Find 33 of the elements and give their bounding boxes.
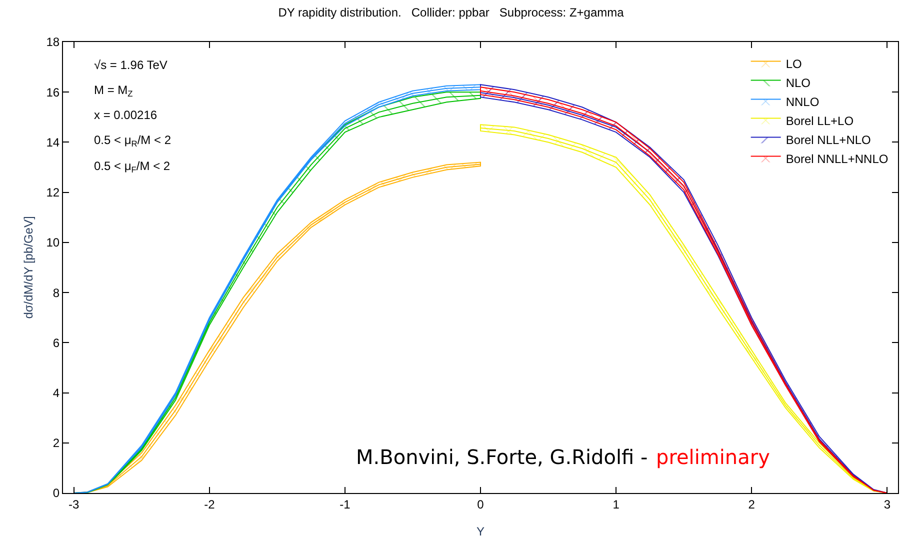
x-tick-label: 1 [612,497,620,512]
annotation: 0.5 < μ$_{F}$/M < 2 [94,159,170,175]
annotation: M.Bonvini, S.Forte, G.Ridolfi - [356,445,648,469]
legend-label: LO [786,56,802,71]
annotation: 0.5 < μ$_{R}$/M < 2 [94,133,172,149]
legend-label: Borel LL+LO [786,114,854,128]
legend-label: NNLO [786,94,820,109]
chart-title: DY rapidity distribution. Collider: ppbar Subprocess: Z+gamma [278,6,624,20]
x-tick-label: 2 [748,497,756,512]
x-axis-title: Y [476,524,485,538]
x-tick-label: -1 [340,497,351,512]
annotation: x = 0.00216 [94,108,158,122]
annotation: preliminary [656,445,770,469]
legend-label: NLO [786,76,811,90]
y-tick-label: 2 [52,436,60,450]
x-tick-label: -2 [204,497,216,512]
y-tick-label: 4 [52,386,60,400]
y-axis-title: dσ/dM/dY [pb/GeV] [22,216,36,319]
y-tick-label: 8 [52,286,60,300]
x-tick-label: 0 [477,497,484,512]
annotation: √s = 1.96 TeV [94,58,168,72]
y-tick-label: 0 [52,486,60,500]
legend-label: Borel NLL+NLO [786,132,871,147]
annotation: M = M$_{Z}$ [94,83,133,99]
y-tick-label: 6 [52,336,60,350]
y-tick-label: 18 [46,35,60,50]
x-tick-label: -3 [68,497,80,512]
x-tick-label: 3 [884,497,891,512]
y-tick-label: 14 [46,135,60,150]
legend-label: Borel NNLL+NNLO [786,152,888,166]
y-tick-label: 12 [46,186,60,200]
y-tick-label: 10 [46,236,60,250]
y-tick-label: 16 [46,85,60,100]
